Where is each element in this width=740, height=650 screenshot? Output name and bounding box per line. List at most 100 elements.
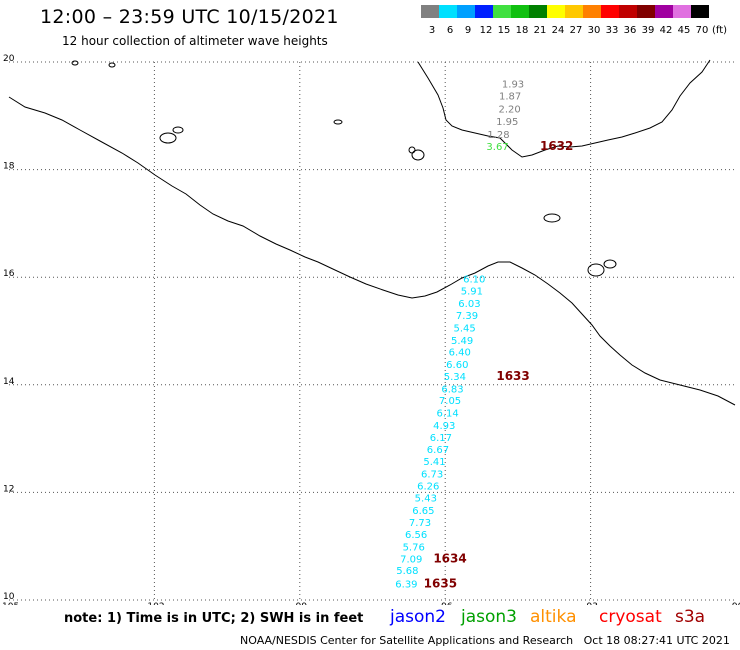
pass-time-label: 1632: [540, 139, 573, 153]
scale-swatch-42: [655, 5, 673, 18]
lat-tick-label: 10: [3, 592, 15, 602]
wave-height-value: 5.68: [396, 566, 418, 577]
scale-label-33: 33: [606, 25, 619, 36]
scale-swatch-39: [637, 5, 655, 18]
lat-tick-label: 20: [3, 54, 15, 64]
scale-label-39: 39: [642, 25, 655, 36]
scale-label-9: 9: [465, 25, 471, 36]
scale-label-18: 18: [516, 25, 529, 36]
lon-tick-label: -96: [438, 602, 453, 605]
scale-swatch-18: [511, 5, 529, 18]
wave-height-value: 6.60: [446, 360, 468, 371]
wave-height-value: 5.34: [444, 372, 466, 383]
scale-swatch-21: [529, 5, 547, 18]
wave-height-value: 7.73: [409, 518, 431, 529]
map-title: 12:00 – 23:59 UTC 10/15/2021: [40, 6, 339, 28]
wave-height-value: 4.93: [433, 421, 455, 432]
pass-time-label: 1634: [433, 551, 466, 565]
lat-tick-label: 12: [3, 484, 14, 494]
scale-swatch-45: [673, 5, 691, 18]
pacific-coastline: [8, 96, 736, 406]
wave-height-value: 1.28: [487, 130, 509, 141]
wave-height-value: 5.91: [461, 286, 483, 297]
footer-note: note: 1) Time is in UTC; 2) SWH is in fe…: [64, 611, 364, 626]
map-grid: [9, 61, 736, 601]
scale-label-6: 6: [447, 25, 453, 36]
wave-height-value: 6.10: [463, 275, 485, 286]
wave-height-value: 6.67: [427, 445, 449, 456]
lon-tick-label: -105: [0, 602, 19, 605]
wave-height-value: 6.56: [405, 530, 427, 541]
wave-height-value: 6.17: [430, 433, 452, 444]
altimeter-map: -105 -102 -99 -96 -93 -90 20 18 16 14 12 10 1.93 1.87…: [0, 54, 740, 605]
wave-height-value: 6.03: [458, 299, 480, 310]
scale-label-15: 15: [498, 25, 511, 36]
lake-outline: [408, 146, 416, 154]
lake-outline: [603, 259, 617, 269]
lake-outline: [411, 149, 425, 161]
wave-height-value: 5.41: [423, 457, 445, 468]
wave-height-value: 5.76: [403, 543, 425, 554]
wave-height-value: 6.39: [395, 580, 417, 591]
lat-tick-label: 14: [3, 377, 15, 387]
wave-height-value: 1.95: [496, 117, 518, 128]
pass-time-label: 1633: [496, 369, 529, 383]
wave-height-value: 7.09: [400, 554, 422, 565]
scale-swatch-3: [421, 5, 439, 18]
scale-swatch-24: [547, 5, 565, 18]
wave-height-value: 6.14: [436, 409, 458, 420]
wave-height-value: 6.40: [449, 348, 471, 359]
lake-outline: [543, 213, 561, 223]
scale-label-21: 21: [534, 25, 547, 36]
scale-swatch-70: [691, 5, 709, 18]
color-scale-legend: 3 6 9 12 15 18 21 24 27 30 33 36 39 42 45 70 (ft): [421, 5, 727, 36]
scale-swatch-36: [619, 5, 637, 18]
satellite-altika-label: altika: [530, 607, 577, 627]
scale-swatch-9: [457, 5, 475, 18]
scale-label-27: 27: [570, 25, 583, 36]
scale-swatch-30: [583, 5, 601, 18]
wave-height-value: 5.43: [415, 494, 437, 505]
scale-swatch-27: [565, 5, 583, 18]
satellite-cryosat-label: cryosat: [599, 607, 662, 627]
lake-outline: [71, 60, 79, 66]
scale-unit: (ft): [712, 25, 727, 36]
lon-tick-label: -99: [292, 602, 307, 605]
credit-text: NOAA/NESDIS Center for Satellite Applica…: [240, 634, 574, 647]
wave-height-value: 2.20: [499, 105, 521, 116]
scale-label-24: 24: [552, 25, 565, 36]
credit-line: NOAA/NESDIS Center for Satellite Applica…: [240, 634, 730, 647]
wave-height-value: 1.87: [499, 92, 521, 103]
scale-label-3: 3: [429, 25, 435, 36]
lake-outline: [587, 263, 605, 277]
lat-tick-label: 18: [3, 162, 15, 172]
scale-label-45: 45: [678, 25, 691, 36]
wave-height-value: 6.73: [421, 469, 443, 480]
scale-swatch-12: [475, 5, 493, 18]
lat-tick-label: 16: [3, 269, 15, 279]
wave-height-value: 7.05: [439, 396, 461, 407]
lon-tick-label: -102: [144, 602, 164, 605]
scale-label-42: 42: [660, 25, 673, 36]
wave-height-value: 7.39: [456, 311, 478, 322]
wave-height-value: 5.45: [453, 324, 475, 335]
lake-outline: [172, 126, 184, 134]
scale-label-36: 36: [624, 25, 637, 36]
wave-height-value: 6.65: [412, 506, 434, 517]
lon-tick-label: -93: [583, 602, 598, 605]
wave-height-value: 5.49: [451, 336, 473, 347]
wave-height-value: 6.83: [441, 384, 463, 395]
satellite-s3a-label: s3a: [675, 607, 706, 627]
gulf-coastline: [417, 59, 711, 158]
pass-time-label: 1635: [424, 577, 457, 591]
wave-height-value: 6.26: [417, 482, 439, 493]
satellite-jason3-label: jason3: [461, 607, 517, 627]
wave-height-value: 3.67: [486, 142, 508, 153]
credit-timestamp: Oct 18 08:27:41 UTC 2021: [583, 634, 730, 647]
scale-label-30: 30: [588, 25, 601, 36]
satellite-jason2-label: jason2: [390, 607, 446, 627]
map-subtitle: 12 hour collection of altimeter wave hei…: [62, 34, 328, 48]
lon-tick-label: -90: [729, 602, 740, 605]
lake-outline: [159, 132, 177, 144]
scale-label-70: 70: [696, 25, 709, 36]
